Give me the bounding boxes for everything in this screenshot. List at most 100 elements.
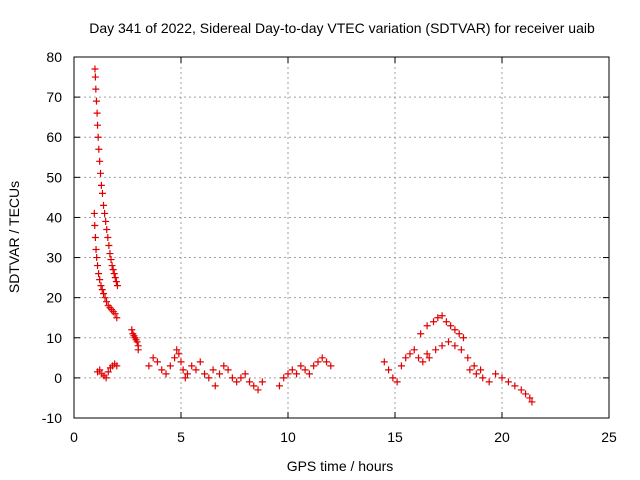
data-point-plus (434, 314, 442, 322)
series-hump-upper (417, 312, 467, 342)
data-point-plus (216, 370, 224, 378)
y-tick-label: 60 (46, 129, 62, 145)
data-point-plus (91, 221, 99, 229)
data-point-plus (104, 368, 112, 376)
data-point-plus (237, 374, 245, 382)
data-point-plus (158, 366, 166, 374)
data-point-plus (91, 234, 99, 241)
data-point-plus (92, 85, 100, 93)
data-point-plus (91, 65, 99, 73)
data-point-plus (90, 209, 98, 217)
x-tick-label: 5 (177, 429, 185, 445)
data-point-plus (97, 169, 105, 177)
data-point-plus (423, 350, 431, 358)
data-point-plus (419, 358, 427, 366)
data-point-plus (522, 390, 530, 398)
y-tick-label: 70 (46, 89, 62, 105)
y-axis-label: SDTVAR / TECUs (6, 181, 22, 293)
data-point-plus (95, 270, 103, 278)
y-tick-label: 80 (46, 49, 62, 65)
data-point-plus (95, 145, 103, 153)
data-point-plus (445, 338, 452, 346)
data-point-plus (113, 314, 121, 322)
data-point-plus (101, 209, 109, 217)
data-point-plus (93, 109, 101, 117)
grid-lines (74, 57, 609, 418)
data-point-plus (323, 358, 331, 366)
data-point-plus (106, 250, 114, 258)
data-point-plus (113, 282, 121, 290)
data-point-plus (94, 133, 102, 141)
data-point-plus (128, 326, 136, 334)
data-point-plus (528, 398, 536, 406)
data-point-plus (466, 366, 474, 374)
data-point-plus (464, 354, 472, 362)
data-point-plus (438, 312, 446, 320)
data-point-plus (451, 326, 459, 334)
data-point-plus (228, 374, 236, 382)
y-tick-labels: -10 0 10 20 30 40 50 60 70 80 (42, 49, 62, 426)
data-point-plus (442, 318, 450, 326)
data-point-plus (385, 366, 393, 374)
data-point-plus (310, 362, 318, 370)
data-point-plus (301, 366, 309, 374)
data-point-plus (470, 362, 478, 370)
data-point-plus (183, 370, 191, 378)
data-point-plus (432, 346, 440, 354)
series-band-9.5-12h (275, 354, 335, 390)
x-tick-label: 10 (280, 429, 296, 445)
data-point-plus (459, 334, 467, 342)
series-band-14.5-16.5h (380, 346, 431, 386)
data-point-plus (96, 366, 104, 374)
data-point-plus (171, 354, 179, 362)
y-tick-label: 50 (46, 169, 62, 185)
data-point-plus (393, 378, 401, 386)
data-point-plus (111, 310, 119, 318)
data-point-plus (98, 286, 106, 294)
data-point-plus (438, 342, 446, 350)
data-point-plus (425, 354, 433, 362)
data-point-plus (241, 370, 249, 378)
data-point-plus (297, 362, 305, 370)
data-point-plus (397, 362, 405, 370)
data-point-plus (188, 362, 196, 370)
data-point-plus (415, 354, 423, 362)
data-point-plus (288, 366, 296, 374)
data-point-plus (380, 358, 388, 366)
data-point-plus (211, 382, 219, 390)
data-point-plus (447, 322, 455, 330)
data-point-plus (410, 346, 418, 354)
data-points (90, 65, 536, 406)
data-point-plus (280, 374, 288, 382)
data-point-plus (97, 181, 105, 189)
data-point-plus (94, 121, 102, 129)
data-point-plus (258, 378, 266, 386)
series-tail-18.5-21.4h (466, 366, 536, 406)
data-point-plus (423, 322, 431, 330)
data-point-plus (457, 346, 465, 354)
data-point-plus (149, 354, 157, 362)
series-band-6.5-9h (211, 362, 266, 394)
data-point-plus (318, 354, 326, 362)
data-point-plus (101, 294, 109, 302)
data-point-plus (108, 262, 116, 270)
data-point-plus (92, 246, 100, 254)
data-point-plus (177, 358, 185, 366)
data-point-plus (145, 362, 153, 370)
data-point-plus (162, 370, 170, 378)
data-point-plus (417, 330, 425, 338)
data-point-plus (254, 386, 262, 394)
data-point-plus (517, 386, 525, 394)
data-point-plus (209, 366, 217, 374)
data-point-plus (224, 366, 232, 374)
y-tick-label: 30 (46, 250, 62, 266)
data-point-plus (430, 318, 438, 326)
x-tick-labels: 0 5 10 15 20 25 (70, 429, 617, 445)
x-tick-label: 0 (70, 429, 78, 445)
data-point-plus (97, 282, 105, 290)
data-point-plus (110, 270, 118, 278)
data-point-plus (275, 382, 283, 390)
data-point-plus (389, 374, 397, 382)
axis-ticks (73, 56, 610, 419)
